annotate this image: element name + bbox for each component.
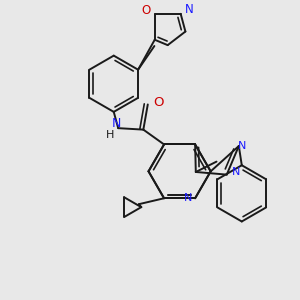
- Text: H: H: [106, 130, 114, 140]
- Text: O: O: [141, 4, 151, 17]
- Text: N: N: [231, 167, 240, 177]
- Text: N: N: [184, 193, 192, 203]
- Text: N: N: [238, 141, 246, 151]
- Text: N: N: [112, 117, 122, 130]
- Text: N: N: [185, 3, 194, 16]
- Text: O: O: [153, 97, 164, 110]
